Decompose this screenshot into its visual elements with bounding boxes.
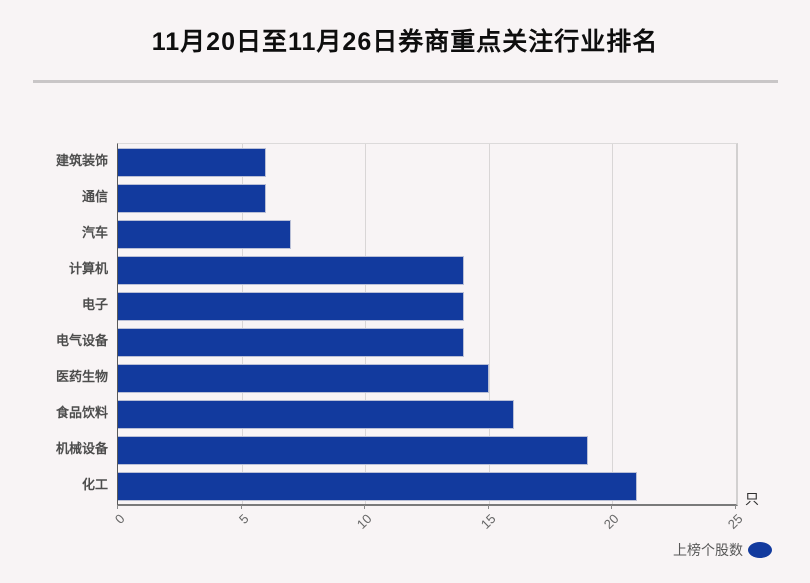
y-axis-label: 通信	[81, 189, 108, 204]
bar	[118, 256, 464, 285]
bar	[118, 328, 464, 357]
x-axis-tickmark	[611, 505, 612, 509]
y-axis-label: 医药生物	[55, 369, 108, 384]
legend-label: 上榜个股数	[673, 542, 743, 558]
bar	[118, 220, 291, 249]
bar	[118, 148, 266, 177]
y-axis-label: 食品饮料	[55, 405, 108, 420]
legend-marker-circle	[748, 542, 772, 558]
bar	[118, 400, 514, 429]
y-axis-label: 电气设备	[55, 333, 108, 348]
chart-title: 11月20日至11月26日券商重点关注行业排名	[151, 28, 659, 56]
x-axis-tickmark	[735, 505, 736, 509]
x-axis-tick-label: 20	[600, 511, 622, 532]
gridline	[612, 144, 613, 504]
legend: 上榜个股数	[673, 540, 772, 560]
y-axis-label: 机械设备	[55, 441, 108, 456]
y-axis-label: 建筑装饰	[55, 153, 108, 168]
bar	[118, 436, 588, 465]
bar	[118, 292, 464, 321]
bar	[118, 364, 489, 393]
gridline	[242, 144, 243, 504]
x-axis-tickmark	[488, 505, 489, 509]
title-divider	[33, 80, 778, 83]
x-axis-tick-label: 15	[477, 511, 499, 532]
bar	[118, 184, 266, 213]
x-axis-tickmark	[117, 505, 118, 509]
plot-area	[117, 143, 738, 506]
x-axis-tickmark	[241, 505, 242, 509]
x-axis-tick-label: 0	[111, 511, 128, 527]
x-axis-unit-label: 只	[745, 491, 759, 507]
y-axis-label: 汽车	[81, 225, 108, 240]
y-axis-label: 化工	[81, 477, 108, 492]
gridline	[365, 144, 366, 504]
x-axis-tickmark	[364, 505, 365, 509]
y-axis-label: 电子	[81, 297, 108, 312]
y-axis-label: 计算机	[68, 261, 108, 276]
x-axis-tick-label: 10	[353, 511, 375, 532]
bar	[118, 472, 637, 501]
gridline	[489, 144, 490, 504]
x-axis-tick-label: 5	[235, 511, 252, 527]
